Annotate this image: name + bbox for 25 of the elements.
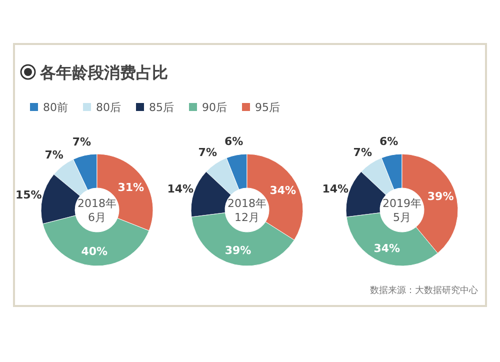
data-label: 14% — [167, 182, 194, 196]
data-label: 40% — [81, 244, 108, 258]
legend-label: 85后 — [149, 101, 174, 114]
slice-label: 2019年 5月 — [382, 197, 422, 224]
data-label: 6% — [380, 135, 398, 148]
data-label: 34% — [270, 184, 296, 198]
legend-label: 95后 — [255, 101, 280, 114]
data-label: 7% — [353, 146, 372, 160]
slice-label: 2018年 12月 — [228, 197, 266, 224]
legend-label: 80前 — [43, 101, 68, 114]
data-label: 7% — [44, 148, 64, 162]
data-label: 7% — [198, 146, 217, 160]
data-label: 14% — [322, 182, 349, 196]
chart-title: 各年龄段消费占比 — [39, 63, 168, 82]
data-label: 34% — [374, 242, 400, 256]
data-label: 7% — [72, 136, 92, 149]
data-label: 39% — [224, 244, 252, 258]
data-label: 6% — [224, 135, 244, 148]
source-note: 数据来源：大数据研究中心 — [370, 285, 478, 296]
legend-label: 90后 — [202, 101, 227, 114]
data-label: 39% — [427, 190, 454, 204]
data-label: 15% — [16, 188, 42, 202]
data-label: 31% — [118, 180, 144, 194]
legend-label: 80后 — [96, 101, 121, 114]
slice-label: 2018年 6月 — [78, 197, 116, 224]
